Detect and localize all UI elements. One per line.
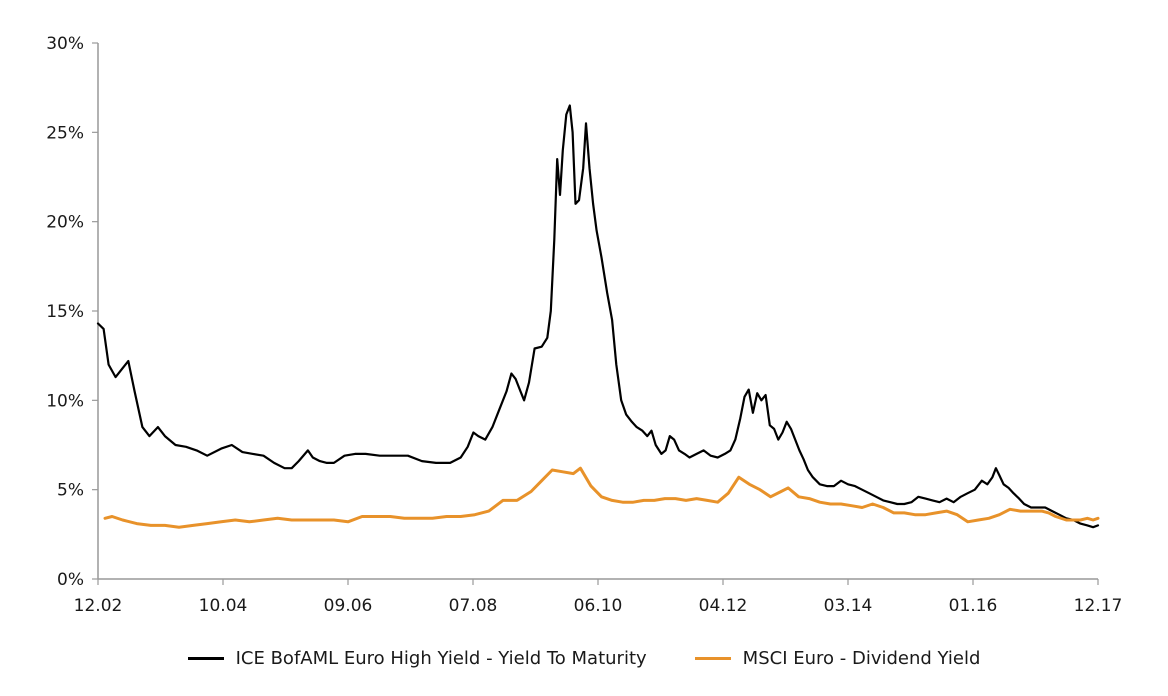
x-tick-label: 07.08: [449, 596, 498, 616]
series-lines: [96, 104, 1100, 529]
y-tick-label: 25%: [46, 123, 84, 143]
legend-label-high-yield: ICE BofAML Euro High Yield - Yield To Ma…: [235, 648, 647, 669]
x-axis-ticks: 12.02 10.04 09.06 07.08 06.10 04.12 03.14 01.16…: [74, 579, 1123, 616]
legend: ICE BofAML Euro High Yield - Yield To Ma…: [0, 648, 1168, 669]
y-tick-label: 20%: [46, 213, 84, 233]
y-tick-label: 15%: [46, 302, 84, 322]
y-tick-label: 10%: [46, 391, 84, 411]
x-tick-label: 04.12: [699, 596, 748, 616]
legend-item-dividend-yield: MSCI Euro - Dividend Yield: [694, 648, 981, 669]
series-line-dividend-yield: [103, 466, 1100, 529]
x-tick-label: 09.06: [324, 596, 373, 616]
legend-swatch-high-yield: [187, 657, 224, 660]
x-tick-label: 06.10: [574, 596, 623, 616]
y-tick-label: 0%: [57, 570, 84, 590]
legend-label-dividend-yield: MSCI Euro - Dividend Yield: [742, 648, 981, 669]
series-line-high-yield: [96, 104, 1100, 529]
y-axis-ticks: 0% 5% 10% 15% 20% 25% 30%: [46, 34, 98, 590]
legend-swatch-dividend-yield: [694, 657, 731, 660]
y-tick-label: 5%: [57, 481, 84, 501]
x-tick-label: 01.16: [949, 596, 998, 616]
x-tick-label: 10.04: [199, 596, 248, 616]
x-tick-label: 03.14: [824, 596, 873, 616]
y-tick-label: 30%: [46, 34, 84, 54]
legend-item-high-yield: ICE BofAML Euro High Yield - Yield To Ma…: [187, 648, 647, 669]
x-tick-label: 12.17: [1074, 596, 1123, 616]
x-tick-label: 12.02: [74, 596, 123, 616]
